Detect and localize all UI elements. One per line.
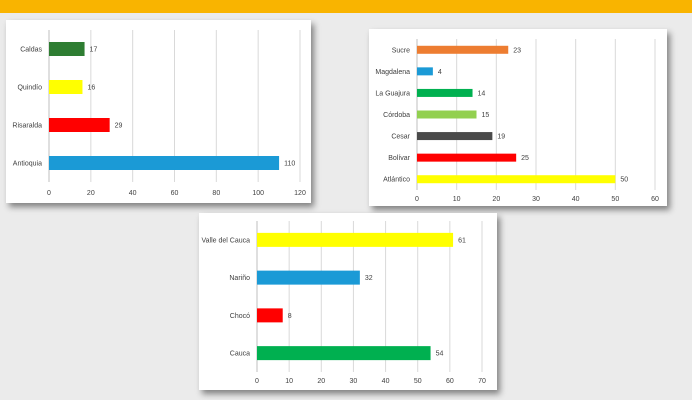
x-tick-label: 70 xyxy=(478,378,486,385)
category-label-choco: Chocó xyxy=(230,313,250,320)
x-tick-label: 40 xyxy=(382,378,390,385)
chart-card-pacifico: 0 10 20 30 40 50 60 70 Valle del Cauca 61 Nariño 32… xyxy=(199,213,497,390)
bar-chart-eje-cafetero: 0 20 40 60 80 100 120 Caldas 17 Quindío 16 Risarald… xyxy=(12,30,306,197)
data-label-bolivar: 25 xyxy=(521,155,529,162)
x-tick-label: 20 xyxy=(492,196,500,203)
bar-caldas xyxy=(49,42,85,56)
category-label-cordoba: Córdoba xyxy=(383,112,410,119)
bar-atlantico xyxy=(417,175,616,184)
header-bar xyxy=(0,0,692,13)
data-label-narino: 32 xyxy=(365,275,373,282)
data-label-risaralda: 29 xyxy=(115,123,123,130)
bar-choco xyxy=(257,308,283,323)
category-label-narino: Nariño xyxy=(229,275,250,282)
x-tick-label: 10 xyxy=(285,378,293,385)
category-label-la-guajura: La Guajura xyxy=(375,90,410,97)
chart-card-caribe: 0 10 20 30 40 50 60 Sucre 23 Magdalena 4 La Guajura… xyxy=(369,29,667,206)
x-tick-label: 0 xyxy=(47,190,51,197)
category-label-atlantico: Atlántico xyxy=(383,177,410,184)
category-label-quindio: Quindío xyxy=(17,85,42,92)
x-tick-label: 50 xyxy=(611,196,619,203)
chart-card-eje-cafetero: 0 20 40 60 80 100 120 Caldas 17 Quindío 16 Risarald… xyxy=(6,20,311,203)
bar-risaralda xyxy=(49,118,110,132)
category-label-antioquia: Antioquia xyxy=(13,161,42,168)
data-label-atlantico: 50 xyxy=(620,177,628,184)
data-label-choco: 8 xyxy=(288,313,292,320)
bar-valle-del-cauca xyxy=(257,232,454,247)
x-tick-label: 30 xyxy=(532,196,540,203)
data-label-sucre: 23 xyxy=(513,47,521,54)
x-tick-label: 20 xyxy=(87,190,95,197)
x-tick-label: 40 xyxy=(129,190,137,197)
bar-cordoba xyxy=(417,110,477,119)
x-tick-label: 40 xyxy=(572,196,580,203)
data-label-la-guajura: 14 xyxy=(478,90,486,97)
category-label-magdalena: Magdalena xyxy=(375,69,410,76)
x-tick-label: 60 xyxy=(171,190,179,197)
bar-la-guajura xyxy=(417,88,473,97)
data-label-cesar: 19 xyxy=(497,134,505,141)
data-label-antioquia: 110 xyxy=(284,161,295,168)
bar-antioquia xyxy=(49,156,280,170)
x-tick-label: 120 xyxy=(294,190,306,197)
x-tick-label: 80 xyxy=(212,190,220,197)
x-tick-label: 30 xyxy=(350,378,358,385)
bar-cauca xyxy=(257,346,431,361)
bar-quindio xyxy=(49,80,83,94)
x-tick-label: 100 xyxy=(252,190,264,197)
category-label-cauca: Cauca xyxy=(230,351,250,358)
category-label-risaralda: Risaralda xyxy=(12,123,42,130)
data-label-quindio: 16 xyxy=(87,85,95,92)
bar-narino xyxy=(257,270,360,285)
bar-magdalena xyxy=(417,67,433,76)
bar-cesar xyxy=(417,132,493,141)
bar-chart-pacifico: 0 10 20 30 40 50 60 70 Valle del Cauca 61 Nariño 32… xyxy=(201,221,486,385)
data-label-magdalena: 4 xyxy=(438,69,442,76)
category-label-sucre: Sucre xyxy=(392,47,410,54)
x-tick-label: 60 xyxy=(446,378,454,385)
category-label-caldas: Caldas xyxy=(20,47,42,54)
x-tick-label: 0 xyxy=(415,196,419,203)
bar-sucre xyxy=(417,45,509,54)
data-label-cauca: 54 xyxy=(436,351,444,358)
category-label-valle-del-cauca: Valle del Cauca xyxy=(201,237,250,244)
category-label-cesar: Cesar xyxy=(391,134,410,141)
category-label-bolivar: Bolívar xyxy=(388,155,410,162)
data-label-caldas: 17 xyxy=(90,47,98,54)
data-label-cordoba: 15 xyxy=(482,112,490,119)
x-tick-label: 0 xyxy=(255,378,259,385)
bar-chart-caribe: 0 10 20 30 40 50 60 Sucre 23 Magdalena 4 La Guajura… xyxy=(375,39,659,203)
x-tick-label: 50 xyxy=(414,378,422,385)
x-tick-label: 10 xyxy=(453,196,461,203)
bar-bolivar xyxy=(417,153,517,162)
data-label-valle-del-cauca: 61 xyxy=(458,237,466,244)
x-tick-label: 60 xyxy=(651,196,659,203)
x-tick-label: 20 xyxy=(317,378,325,385)
